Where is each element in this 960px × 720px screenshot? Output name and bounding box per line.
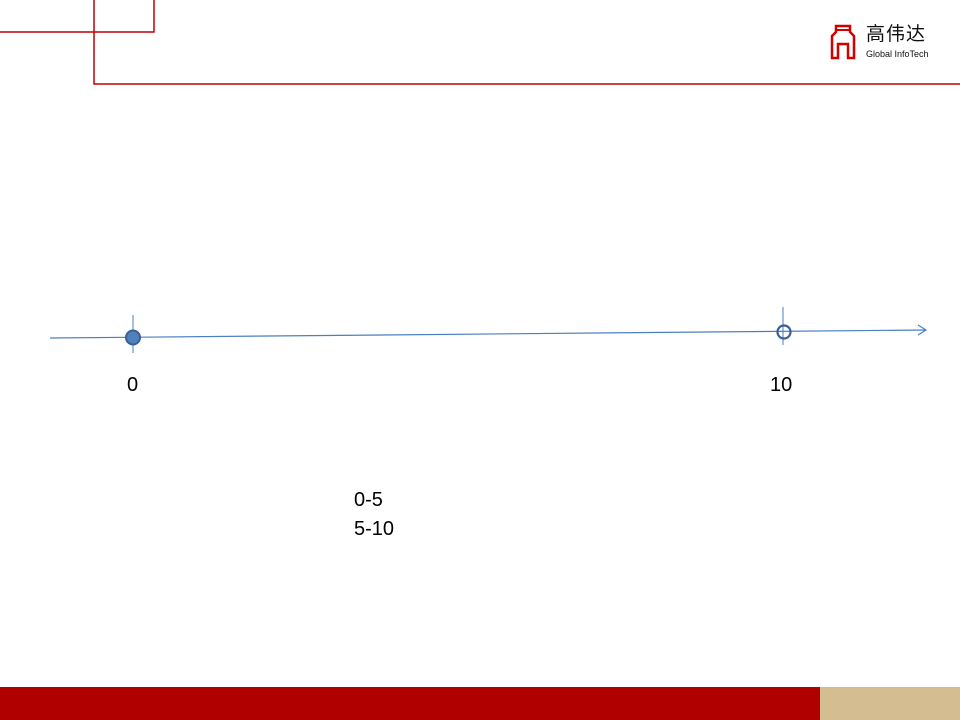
logo: 高伟达 Global InfoTech	[828, 22, 938, 62]
interval-0-5: 0-5	[354, 489, 383, 511]
closed-point-0	[125, 329, 141, 346]
open-point-10	[776, 324, 792, 340]
footer-tan-bar	[820, 687, 960, 720]
logo-chinese: 高伟达	[866, 23, 927, 45]
point-label-10: 10	[770, 374, 793, 396]
point-label-0: 0	[127, 374, 139, 396]
interval-5-10: 5-10	[354, 518, 395, 540]
frame-line-top	[0, 0, 155, 33]
frame-line-main	[93, 0, 960, 85]
logo-english: Global InfoTech	[866, 49, 929, 59]
arrow-head-icon	[917, 324, 928, 336]
gate-icon	[830, 24, 856, 60]
number-line-axis	[49, 329, 927, 339]
footer-red-bar	[0, 687, 820, 720]
